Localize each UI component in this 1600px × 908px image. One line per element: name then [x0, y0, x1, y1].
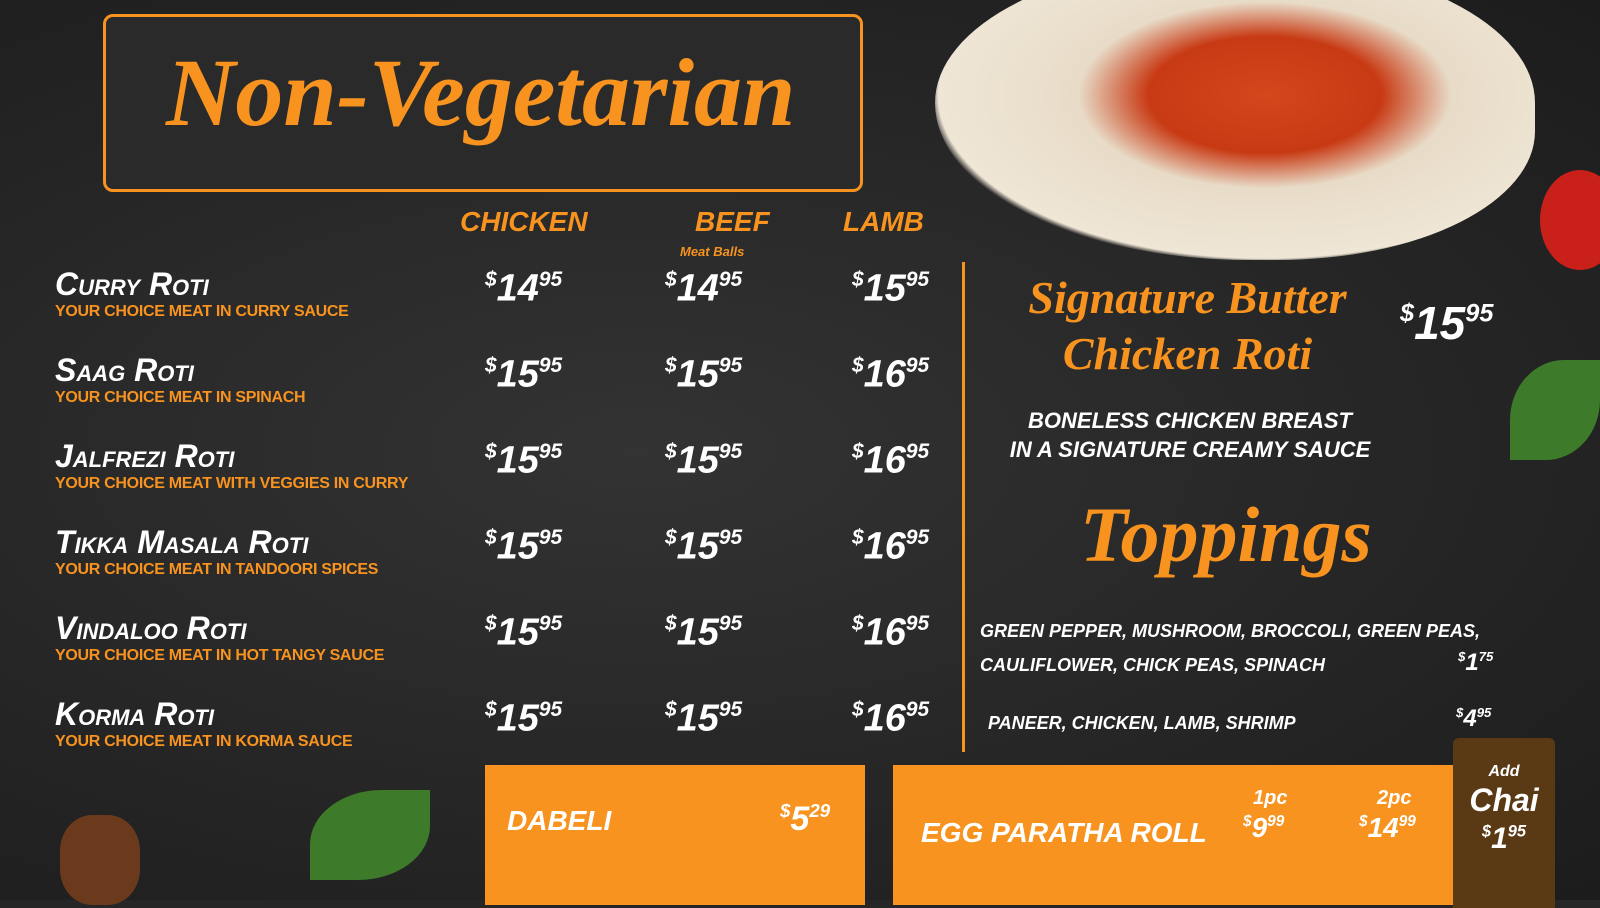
item-price: $1595 — [852, 267, 930, 310]
item-description: Your choice meat in tandoori spices — [55, 561, 379, 578]
item-price: $1595 — [665, 697, 743, 740]
item-name: Curry Roti — [55, 266, 209, 302]
menu-item: Tikka Masala Roti Your choice meat in ta… — [55, 524, 378, 594]
item-name: Vindaloo Roti — [55, 610, 247, 646]
item-price: $1695 — [852, 697, 930, 740]
divider — [962, 262, 965, 752]
signature-title-line2: Chicken Roti — [1062, 328, 1313, 379]
pepper-grinder-image — [60, 815, 140, 905]
item-description: Your choice meat with veggies in curry — [55, 475, 409, 492]
chai-price: $195 — [1481, 822, 1527, 855]
chai-label: Chai — [1469, 782, 1539, 818]
item-description: Your choice meat in hot tangy sauce — [55, 647, 385, 664]
egg-roll-band: Egg Paratha Roll 1pc $999 2pc $1499 — [893, 765, 1455, 905]
item-description: Your choice meat in curry sauce — [55, 303, 349, 320]
menu-item: Jalfrezi Roti Your choice meat with vegg… — [55, 438, 408, 508]
toppings-title: Toppings — [1080, 491, 1372, 578]
tomato-image — [1540, 170, 1600, 270]
toppings-veg-line1: Green pepper, mushroom, broccoli, green … — [980, 621, 1481, 641]
item-price: $1595 — [485, 353, 563, 396]
item-name: Korma Roti — [55, 696, 214, 732]
dabeli-band: Dabeli $529 — [485, 765, 865, 905]
item-price: $1595 — [665, 353, 743, 396]
item-price: $1595 — [485, 611, 563, 654]
toppings-meat-price: $495 — [1456, 705, 1492, 733]
chai-box: Add Chai $195 — [1453, 738, 1555, 908]
item-price: $1595 — [485, 525, 563, 568]
item-price: $1695 — [852, 525, 930, 568]
item-price: $1595 — [665, 525, 743, 568]
item-description: Your choice meat in korma sauce — [55, 733, 353, 750]
dabeli-price: $529 — [780, 800, 831, 839]
item-price: $1495 — [665, 267, 743, 310]
item-price: $1595 — [485, 697, 563, 740]
toppings-veg-line2: Cauliflower, chick peas, spinach — [980, 655, 1326, 675]
title-box: Non-Vegetarian — [103, 14, 863, 192]
signature-price: $1595 — [1400, 297, 1494, 349]
signature-description: Boneless chicken breast in a signature c… — [975, 406, 1405, 464]
column-chicken: Chicken — [460, 206, 588, 237]
item-price: $1495 — [485, 267, 563, 310]
item-price: $1695 — [852, 611, 930, 654]
item-name: Tikka Masala Roti — [55, 524, 309, 560]
chai-add: Add — [1488, 763, 1520, 780]
column-beef-sub: Meat Balls — [680, 244, 745, 259]
egg-roll-price2: $1499 — [1359, 812, 1416, 843]
menu-item: Saag Roti Your choice meat in spinach — [55, 352, 306, 422]
item-price: $1595 — [485, 439, 563, 482]
item-price: $1695 — [852, 353, 930, 396]
item-name: Jalfrezi Roti — [55, 438, 235, 474]
signature-title: Signature Butter Chicken Roti — [985, 270, 1390, 382]
column-beef: Beef — [695, 206, 770, 237]
signature-title-line1: Signature Butter — [1028, 272, 1347, 323]
toppings-veg-price: $175 — [1458, 649, 1494, 677]
item-description: Your choice meat in spinach — [55, 389, 306, 406]
item-name: Saag Roti — [55, 352, 194, 388]
menu-item: Curry Roti Your choice meat in curry sau… — [55, 266, 349, 336]
dabeli-label: Dabeli — [507, 805, 612, 836]
item-price: $1595 — [665, 611, 743, 654]
column-lamb: Lamb — [843, 206, 924, 237]
egg-roll-price1: $999 — [1243, 812, 1285, 843]
item-price: $1595 — [665, 439, 743, 482]
page-title: Non-Vegetarian — [166, 39, 796, 146]
signature-desc-line2: in a signature creamy sauce — [1009, 437, 1371, 462]
signature-desc-line1: Boneless chicken breast — [1028, 408, 1352, 433]
item-price: $1695 — [852, 439, 930, 482]
egg-roll-label: Egg Paratha Roll — [921, 817, 1207, 848]
toppings-meat-line: Paneer, chicken, lamb, shrimp — [988, 713, 1296, 733]
egg-roll-opt2: 2pc — [1377, 787, 1412, 809]
menu-item: Vindaloo Roti Your choice meat in hot ta… — [55, 610, 384, 680]
menu-item: Korma Roti Your choice meat in korma sau… — [55, 696, 353, 766]
egg-roll-opt1: 1pc — [1253, 787, 1288, 809]
roti-photo — [935, 0, 1535, 260]
